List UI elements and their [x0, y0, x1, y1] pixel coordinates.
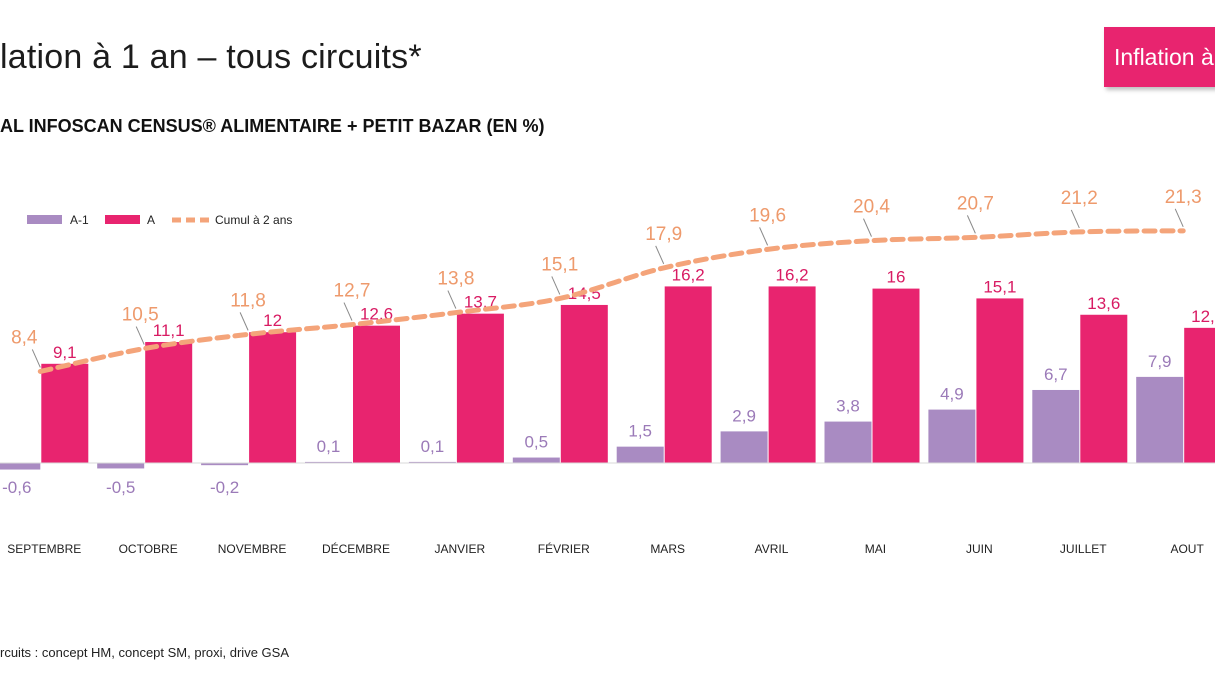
leader-line-6	[655, 245, 665, 265]
legend-label-cumul: Cumul à 2 ans	[215, 213, 292, 227]
bar-a1-8	[824, 421, 872, 463]
category-label-10: JUILLET	[1060, 542, 1107, 556]
inflation-badge: Inflation à	[1104, 27, 1215, 87]
label-a1-8: 3,8	[836, 397, 860, 416]
category-label-0: SEPTEMBRE	[7, 542, 81, 556]
bar-a1-7	[720, 431, 768, 463]
label-a1-7: 2,9	[732, 406, 756, 425]
leader-line-4	[447, 290, 457, 309]
footnote: rcuits : concept HM, concept SM, proxi, …	[0, 645, 289, 660]
category-label-6: MARS	[650, 542, 685, 556]
leader-line-3	[343, 302, 353, 321]
leader-line-11	[1174, 208, 1184, 228]
bar-a-3	[353, 325, 400, 463]
label-a-2: 12	[263, 311, 282, 330]
label-cumul-2: 11,8	[230, 290, 266, 311]
label-a1-5: 0,5	[524, 433, 548, 452]
label-a-11: 12,4	[1191, 307, 1215, 326]
category-label-8: MAI	[865, 542, 886, 556]
bar-a-5	[560, 304, 608, 463]
bar-a1-9	[928, 409, 976, 463]
category-label-7: AVRIL	[755, 542, 789, 556]
legend-swatch-a1	[27, 215, 62, 224]
bar-a-4	[456, 313, 504, 463]
leader-line-10	[1070, 209, 1080, 229]
bar-a1-1	[97, 463, 145, 469]
label-cumul-5: 15,1	[541, 254, 578, 275]
category-label-9: JUIN	[966, 542, 993, 556]
bar-a1-6	[616, 446, 664, 463]
category-label-4: JANVIER	[435, 542, 486, 556]
label-a-8: 16	[887, 268, 906, 287]
label-cumul-10: 21,2	[1061, 188, 1098, 209]
bar-a-0	[41, 363, 89, 463]
label-a1-3: 0,1	[317, 437, 341, 456]
label-a-1: 11,1	[153, 321, 185, 340]
label-cumul-1: 10,5	[122, 305, 159, 326]
label-cumul-4: 13,8	[437, 269, 474, 290]
bar-a-11	[1184, 327, 1215, 463]
label-cumul-9: 20,7	[957, 193, 994, 214]
label-a1-10: 6,7	[1044, 365, 1068, 384]
label-a1-0: -0,6	[2, 478, 31, 497]
label-cumul-7: 19,6	[749, 205, 786, 226]
label-a-6: 16,2	[672, 265, 705, 284]
chart-subtitle: AL INFOSCAN CENSUS® ALIMENTAIRE + PETIT …	[0, 116, 545, 136]
label-cumul-0: 8,4	[11, 327, 38, 348]
leader-line-2	[239, 312, 249, 331]
label-a1-9: 4,9	[940, 385, 964, 404]
leader-line-0	[31, 349, 41, 368]
label-a-0: 9,1	[53, 343, 77, 362]
bar-a1-0	[0, 463, 41, 470]
leader-line-1	[135, 326, 145, 345]
category-label-11: AOUT	[1170, 542, 1204, 556]
bar-a1-2	[201, 463, 249, 466]
label-cumul-6: 17,9	[645, 224, 682, 245]
bar-a1-5	[512, 457, 560, 463]
bar-a-8	[872, 288, 920, 463]
label-a-7: 16,2	[776, 265, 809, 284]
bar-a-6	[664, 286, 712, 463]
label-cumul-3: 12,7	[334, 281, 371, 302]
label-a-10: 13,6	[1087, 294, 1120, 313]
bar-a-9	[976, 298, 1024, 463]
bar-a-2	[249, 332, 297, 463]
category-label-3: DÉCEMBRE	[322, 541, 390, 556]
legend-label-a: A	[147, 213, 155, 227]
category-label-1: OCTOBRE	[119, 542, 178, 556]
bar-a-7	[768, 286, 816, 463]
label-a-9: 15,1	[983, 277, 1016, 296]
bar-a-10	[1080, 314, 1128, 463]
bar-a1-10	[1032, 389, 1080, 463]
category-label-2: NOVEMBRE	[218, 542, 287, 556]
leader-line-8	[863, 218, 872, 237]
series-line-cumul	[37, 228, 1186, 374]
bar-a1-11	[1136, 376, 1184, 463]
legend-swatch-a	[105, 215, 140, 224]
label-a1-11: 7,9	[1148, 352, 1172, 371]
label-a1-4: 0,1	[421, 437, 445, 456]
legend-label-a1: A-1	[70, 213, 89, 227]
label-cumul-11: 21,3	[1165, 187, 1202, 208]
label-a1-1: -0,5	[106, 478, 135, 497]
label-a1-6: 1,5	[628, 422, 652, 441]
label-cumul-8: 20,4	[853, 197, 890, 218]
bar-a-1	[145, 342, 193, 463]
category-label-5: FÉVRIER	[538, 541, 590, 556]
leader-line-5	[551, 276, 561, 295]
leader-line-7	[759, 227, 769, 246]
label-a1-2: -0,2	[210, 478, 239, 497]
leader-line-9	[966, 215, 976, 234]
chart-title: lation à 1 an – tous circuits*	[0, 38, 422, 76]
